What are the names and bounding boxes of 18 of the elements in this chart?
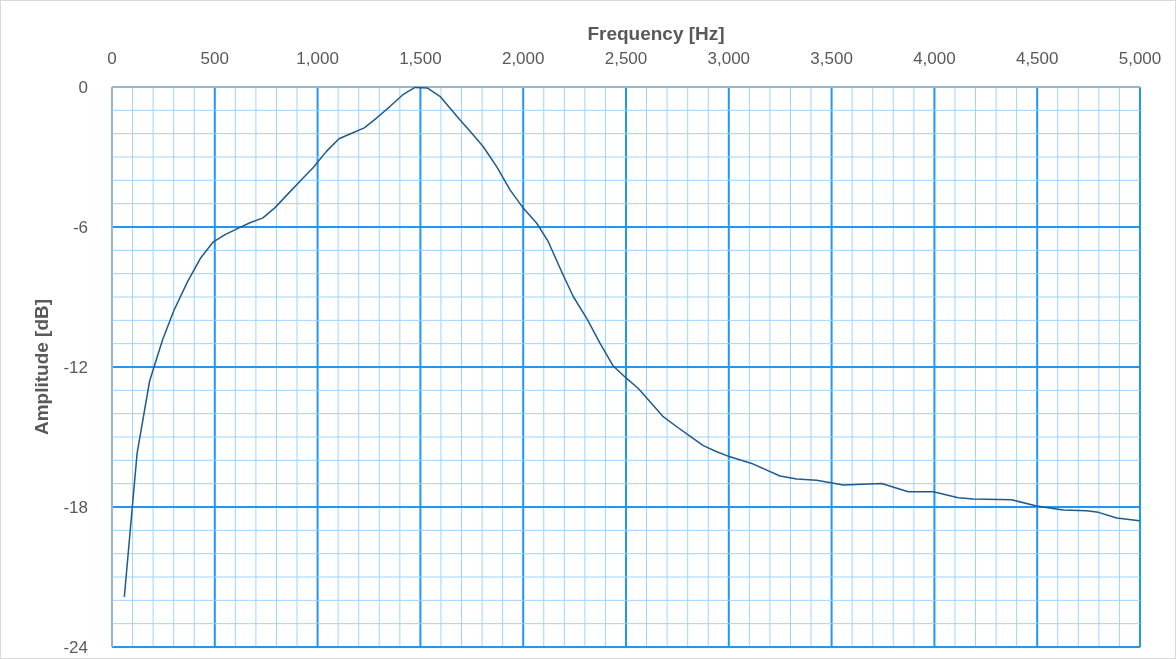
x-tick-label: 0 [107,49,117,68]
y-axis-title: Amplitude [dB] [31,298,52,436]
x-tick-label: 3,000 [707,49,751,68]
x-tick-label: 3,500 [810,49,853,68]
y-tick-label: -18 [63,497,88,517]
y-tick-label: -6 [72,217,88,237]
y-tick-label: -24 [63,637,88,657]
x-tick-label: 2,500 [604,49,648,68]
x-tick-label: 4,000 [913,49,956,68]
x-tick-label: 1,500 [399,49,442,68]
x-axis-title: Frequency [Hz] [587,23,725,44]
x-tick-label: 5,000 [1118,49,1162,68]
x-tick-label: 2,000 [501,49,545,68]
x-tick-label: 1,000 [296,49,339,68]
x-tick-label: 500 [200,49,229,68]
y-tick-label: 0 [78,77,88,97]
x-tick-label: 4,500 [1015,49,1059,68]
y-tick-label: -12 [63,357,88,377]
